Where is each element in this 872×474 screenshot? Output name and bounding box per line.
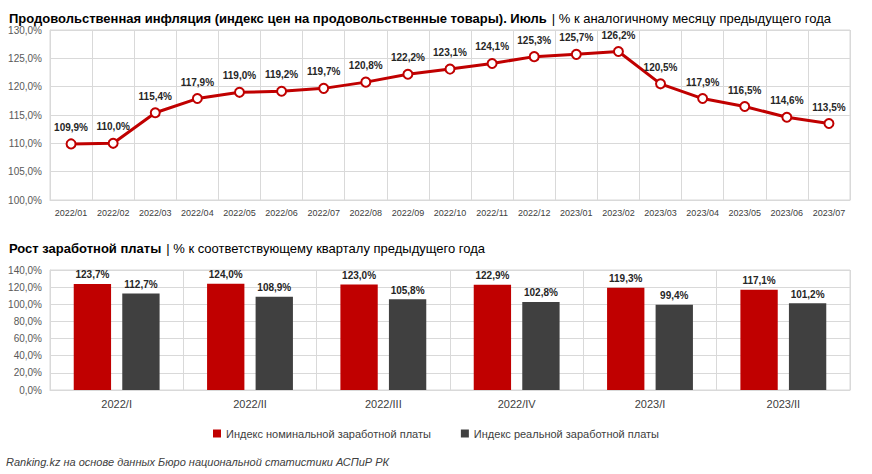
svg-text:2023/05: 2023/05 [728, 208, 761, 218]
svg-text:99,4%: 99,4% [660, 290, 688, 301]
svg-text:2023/01: 2023/01 [560, 208, 593, 218]
svg-text:2023/02: 2023/02 [602, 208, 635, 218]
svg-text:2023/I: 2023/I [635, 398, 666, 410]
svg-text:119,0%: 119,0% [223, 70, 256, 81]
svg-text:120,0%: 120,0% [8, 81, 42, 92]
svg-text:2022/06: 2022/06 [265, 208, 298, 218]
svg-text:105,0%: 105,0% [8, 166, 42, 177]
svg-text:40,0%: 40,0% [14, 350, 42, 361]
svg-text:2022/08: 2022/08 [350, 208, 383, 218]
svg-text:Индекс номинальной заработной: Индекс номинальной заработной платы [226, 428, 431, 440]
svg-text:119,7%: 119,7% [307, 66, 340, 77]
svg-text:2022/09: 2022/09 [392, 208, 425, 218]
svg-text:108,9%: 108,9% [257, 282, 291, 293]
svg-text:Индекс реальной заработной пла: Индекс реальной заработной платы [474, 428, 659, 440]
svg-text:122,2%: 122,2% [391, 52, 425, 63]
svg-text:124,0%: 124,0% [209, 269, 243, 280]
svg-text:| % к соответствующему квартал: | % к соответствующему кварталу предыдущ… [166, 241, 486, 256]
svg-text:109,9%: 109,9% [54, 122, 88, 133]
svg-text:130,0%: 130,0% [8, 25, 42, 36]
svg-text:| % к аналогичному месяцу пред: | % к аналогичному месяцу предыдущего го… [552, 11, 832, 26]
svg-text:0,0%: 0,0% [19, 385, 42, 396]
svg-text:2022/05: 2022/05 [223, 208, 256, 218]
svg-text:100,0%: 100,0% [8, 299, 42, 310]
svg-text:115,4%: 115,4% [139, 91, 172, 102]
svg-text:120,8%: 120,8% [349, 60, 383, 71]
svg-text:Продовольственная инфляция (ин: Продовольственная инфляция (индекс цен н… [9, 11, 547, 26]
svg-text:116,5%: 116,5% [728, 85, 761, 96]
svg-text:2022/11: 2022/11 [476, 208, 508, 218]
svg-text:110,0%: 110,0% [96, 121, 129, 132]
svg-text:125,7%: 125,7% [559, 32, 593, 43]
svg-text:119,3%: 119,3% [609, 273, 642, 284]
svg-text:2023/04: 2023/04 [686, 208, 719, 218]
svg-text:2023/03: 2023/03 [644, 208, 677, 218]
svg-text:124,1%: 124,1% [475, 41, 509, 52]
svg-text:2022/III: 2022/III [365, 398, 402, 410]
svg-text:110,0%: 110,0% [9, 138, 42, 149]
svg-text:119,2%: 119,2% [265, 69, 298, 80]
svg-text:125,3%: 125,3% [517, 35, 551, 46]
svg-text:2022/II: 2022/II [233, 398, 267, 410]
svg-text:2022/IV: 2022/IV [498, 398, 537, 410]
svg-text:126,2%: 126,2% [601, 30, 635, 41]
svg-text:123,1%: 123,1% [433, 47, 467, 58]
svg-text:2022/12: 2022/12 [518, 208, 551, 218]
svg-text:114,6%: 114,6% [770, 95, 803, 106]
svg-text:80,0%: 80,0% [14, 316, 42, 327]
svg-text:120,5%: 120,5% [644, 62, 678, 73]
svg-text:2022/04: 2022/04 [181, 208, 214, 218]
svg-text:2022/07: 2022/07 [307, 208, 340, 218]
svg-text:2022/10: 2022/10 [434, 208, 467, 218]
svg-text:60,0%: 60,0% [14, 333, 42, 344]
svg-text:2023/06: 2023/06 [771, 208, 804, 218]
svg-text:100,0%: 100,0% [8, 195, 42, 206]
svg-text:120,0%: 120,0% [8, 282, 42, 293]
svg-text:115,0%: 115,0% [9, 110, 42, 121]
svg-text:2023/II: 2023/II [767, 398, 801, 410]
svg-text:122,9%: 122,9% [475, 270, 509, 281]
svg-text:140,0%: 140,0% [8, 265, 42, 276]
svg-text:101,2%: 101,2% [791, 289, 825, 300]
svg-text:2022/02: 2022/02 [97, 208, 130, 218]
svg-text:102,8%: 102,8% [524, 287, 558, 298]
svg-text:112,7%: 112,7% [124, 279, 157, 290]
svg-text:125,0%: 125,0% [8, 53, 42, 64]
svg-text:2023/07: 2023/07 [813, 208, 846, 218]
html-text:Ranking.kz на основе данных Бю: Ranking.kz на основе данных Бюро национа… [6, 456, 389, 468]
svg-text:105,8%: 105,8% [391, 285, 425, 296]
svg-text:117,9%: 117,9% [686, 77, 719, 88]
svg-text:123,7%: 123,7% [75, 269, 109, 280]
svg-text:20,0%: 20,0% [14, 367, 42, 378]
svg-text:Рост заработной платы: Рост заработной платы [9, 241, 161, 256]
svg-text:113,5%: 113,5% [812, 102, 845, 113]
svg-text:2022/I: 2022/I [101, 398, 132, 410]
svg-text:2022/03: 2022/03 [139, 208, 172, 218]
svg-text:123,0%: 123,0% [342, 270, 376, 281]
svg-text:2022/01: 2022/01 [55, 208, 88, 218]
svg-text:117,9%: 117,9% [181, 77, 214, 88]
svg-text:117,1%: 117,1% [742, 275, 775, 286]
